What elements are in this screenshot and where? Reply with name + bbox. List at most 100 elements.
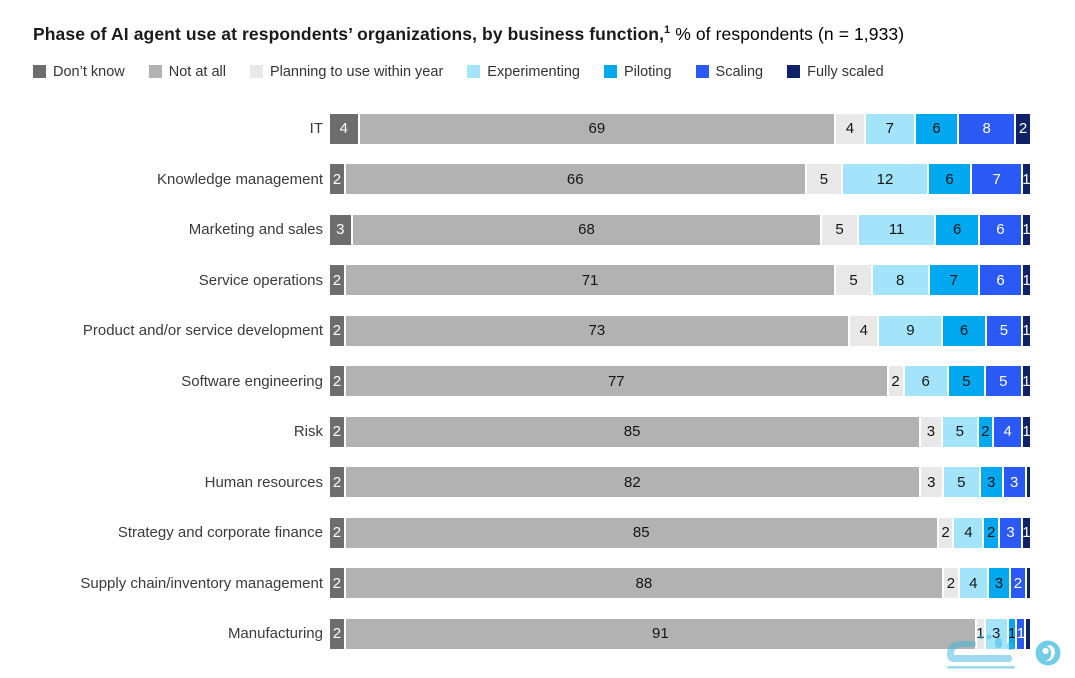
- legend-item-4: Piloting: [603, 64, 672, 80]
- bar-segment: 12: [843, 164, 927, 195]
- legend-label: Planning to use within year: [269, 63, 444, 80]
- chart-row: Knowledge management 2 66 5 12 6 7 1: [33, 164, 1075, 195]
- bar-segment: 85: [345, 416, 919, 447]
- page-title: Phase of AI agent use at respondents’ or…: [33, 24, 1075, 46]
- legend-swatch-icon: [33, 65, 46, 79]
- legend-swatch-icon: [148, 65, 162, 79]
- bar-segment: 66: [345, 164, 805, 195]
- bar-segment: 1: [1008, 618, 1016, 649]
- category-label: Manufacturing: [227, 625, 323, 643]
- bar-segment: 5: [806, 164, 842, 195]
- chart-row: Strategy and corporate finance 2 85 2 4 2 3 1: [33, 517, 1075, 548]
- bar-segment: 7: [972, 164, 1021, 195]
- bar-segment: 69: [359, 113, 835, 144]
- stacked-bar: 2 85 3 5 2 4 1: [330, 416, 1030, 447]
- chart-row: Risk 2 85 3 5 2 4 1: [33, 416, 1075, 447]
- bar-segment: 2: [330, 164, 344, 195]
- bar-segment: 1: [1022, 517, 1030, 548]
- bar-segment: 5: [942, 416, 977, 447]
- legend-swatch-icon: [787, 65, 801, 79]
- chart-row: Supply chain/inventory management 2 88 2 4 3 2: [33, 568, 1075, 599]
- bar-segment: 5: [822, 214, 857, 245]
- bar-segment: 7: [929, 265, 978, 296]
- legend-swatch-icon: [695, 65, 709, 79]
- bar-segment: [1026, 568, 1031, 599]
- bar-segment: 6: [979, 214, 1022, 245]
- chart-row: Service operations 2 71 5 8 7 6 1: [33, 265, 1075, 296]
- stacked-bar: 2 77 2 6 5 5 1: [330, 366, 1030, 397]
- chart-row: Software engineering 2 77 2 6 5 5 1: [33, 366, 1075, 397]
- bar-segment: 2: [330, 315, 344, 346]
- bar-segment: 77: [346, 366, 887, 397]
- legend-label: Don’t know: [53, 63, 125, 80]
- category-label: Marketing and sales: [188, 221, 323, 239]
- bar-segment: 85: [345, 517, 937, 548]
- category-label: Strategy and corporate finance: [117, 524, 323, 542]
- bar-segment: 91: [345, 618, 975, 649]
- bar-segment: 1: [1023, 416, 1030, 447]
- bar-segment: 5: [985, 366, 1021, 397]
- bar-segment: 1: [1023, 315, 1030, 346]
- bar-segment: 2: [938, 517, 953, 548]
- bar-segment: 2: [1011, 568, 1025, 599]
- category-label: Human resources: [204, 473, 323, 491]
- bar-segment: 2: [978, 416, 993, 447]
- bar-segment: 9: [879, 315, 942, 346]
- bar-segment: 2: [944, 568, 958, 599]
- bar-segment: 6: [943, 315, 985, 346]
- bar-segment: 5: [836, 265, 871, 296]
- bar-segment: 2: [330, 618, 344, 649]
- bar-segment: 1: [976, 618, 984, 649]
- chart-row: Human resources 2 82 3 5 3 3: [33, 467, 1075, 498]
- legend-label: Scaling: [715, 63, 764, 80]
- stacked-bar: 2 66 5 12 6 7 1: [330, 164, 1030, 195]
- bar-segment: 82: [346, 467, 919, 498]
- bar-segment: 1: [1023, 265, 1031, 296]
- stacked-bar: 2 71 5 8 7 6 1: [330, 265, 1031, 296]
- bar-segment: 71: [345, 265, 835, 296]
- bar-segment: 73: [345, 315, 848, 346]
- bar-segment: 3: [920, 416, 941, 447]
- bar-segment: 3: [985, 618, 1007, 649]
- bar-segment: 1: [1022, 164, 1030, 195]
- bar-segment: 4: [954, 517, 983, 548]
- bar-segment: 2: [330, 416, 344, 447]
- stacked-bar: 2 82 3 5 3 3: [330, 467, 1031, 498]
- bar-segment: 6: [979, 265, 1022, 296]
- legend-swatch-icon: [249, 65, 263, 79]
- chart-row: Manufacturing 2 91 1 3 1 1: [33, 618, 1075, 649]
- bar-segment: 5: [948, 366, 984, 397]
- bar-segment: [1026, 618, 1030, 649]
- legend-item-6: Fully scaled: [787, 64, 884, 80]
- stacked-bar: 2 88 2 4 3 2: [330, 568, 1031, 599]
- legend-item-0: Don’t know: [33, 64, 125, 80]
- legend-swatch-icon: [467, 65, 481, 79]
- bar-segment: 4: [836, 113, 864, 144]
- bar-segment: 2: [984, 517, 999, 548]
- bar-segment: 8: [872, 265, 928, 296]
- stacked-bar: 4 69 4 7 6 8 2: [330, 113, 1030, 144]
- legend-label: Not at all: [168, 63, 226, 80]
- stacked-bar: 2 91 1 3 1 1: [330, 618, 1030, 649]
- legend-item-5: Scaling: [695, 63, 764, 80]
- bar-segment: 2: [330, 366, 344, 397]
- title-bold-text: Phase of AI agent use at respondents’ or…: [33, 24, 665, 44]
- bar-segment: 8: [959, 113, 1015, 144]
- bar-segment: 3: [1003, 467, 1025, 498]
- category-label: Risk: [293, 423, 323, 441]
- bar-segment: 6: [936, 214, 978, 245]
- bar-segment: 6: [915, 113, 958, 144]
- bar-segment: 3: [1000, 517, 1021, 548]
- bar-segment: 1: [1023, 214, 1030, 245]
- stacked-bar: 2 73 4 9 6 5 1: [330, 315, 1030, 346]
- bar-segment: 68: [352, 214, 821, 245]
- bar-segment: 5: [986, 315, 1022, 346]
- chart-row: Marketing and sales 3 68 5 11 6 6 1: [33, 214, 1075, 245]
- category-label: Supply chain/inventory management: [80, 574, 323, 592]
- legend-item-2: Planning to use within year: [249, 63, 444, 80]
- bar-segment: 7: [865, 113, 914, 144]
- bar-segment: 6: [904, 366, 947, 397]
- bar-segment: 2: [1016, 113, 1030, 144]
- bar-segment: 2: [888, 366, 903, 397]
